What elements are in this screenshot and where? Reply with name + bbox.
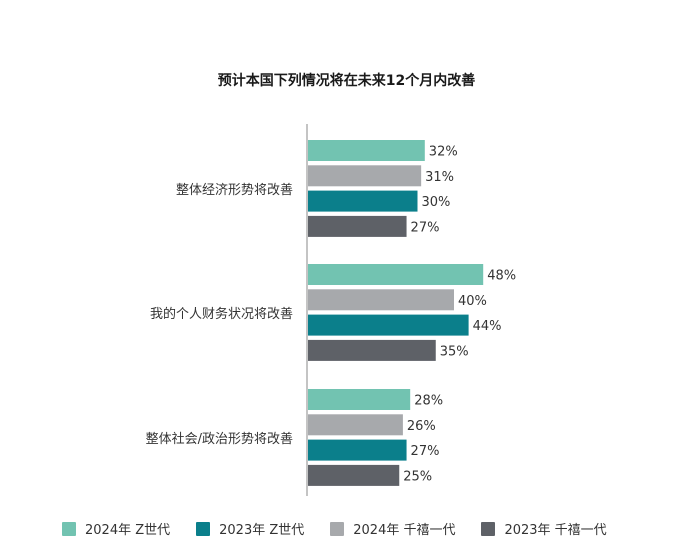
bar xyxy=(308,414,403,436)
bar xyxy=(308,215,407,237)
bar xyxy=(308,389,411,410)
bar-value-label: 27% xyxy=(411,444,440,459)
bar-value-label: 26% xyxy=(407,419,436,434)
chart-title: 预计本国下列情况将在未来12个月内改善 xyxy=(217,73,476,89)
bar-value-label: 31% xyxy=(425,170,454,185)
bar xyxy=(308,289,454,311)
category-label: 整体社会/政治形势将改善 xyxy=(145,431,293,447)
bar xyxy=(308,339,436,361)
legend: 2024年 Z世代 2023年 Z世代 2024年 千禧一代 2023年 千禧一代 xyxy=(62,519,607,538)
bar-value-label: 35% xyxy=(440,344,469,359)
legend-swatch xyxy=(330,521,345,536)
legend-item: 2023年 千禧一代 xyxy=(481,519,607,538)
legend-swatch xyxy=(196,521,211,536)
bar-value-label: 27% xyxy=(411,220,440,235)
legend-swatch xyxy=(62,521,76,536)
bar xyxy=(308,439,407,461)
bar xyxy=(308,314,469,336)
category-label: 整体经济形势将改善 xyxy=(175,182,293,198)
legend-label: 2023年 Z世代 xyxy=(219,523,305,538)
legend-item: 2024年 Z世代 xyxy=(62,519,170,538)
legend-item: 2024年 千禧一代 xyxy=(330,519,455,538)
bar-value-label: 30% xyxy=(422,195,451,210)
bar xyxy=(308,464,400,486)
bar-value-label: 32% xyxy=(429,145,458,160)
legend-swatch xyxy=(481,521,496,536)
bar xyxy=(308,190,418,212)
legend-item: 2023年 Z世代 xyxy=(196,519,304,538)
bars-group: 32% 31% 30% 27% 48%40% 44% 35% 28% 26% 27% 25% xyxy=(308,140,516,486)
bar xyxy=(308,165,422,187)
bar-value-label: 40% xyxy=(458,294,487,309)
bar xyxy=(308,140,425,161)
bar xyxy=(308,264,484,285)
legend-label: 2023年 千禧一代 xyxy=(504,523,607,538)
legend-label: 2024年 千禧一代 xyxy=(353,523,456,538)
bar-value-label: 44% xyxy=(473,319,502,334)
bar-value-label: 48% xyxy=(487,269,516,284)
legend-label: 2024年 Z世代 xyxy=(85,523,171,538)
bar-value-label: 28% xyxy=(414,394,443,409)
bar-value-label: 25% xyxy=(403,469,432,484)
category-label: 我的个人财务状况将改善 xyxy=(149,306,293,322)
